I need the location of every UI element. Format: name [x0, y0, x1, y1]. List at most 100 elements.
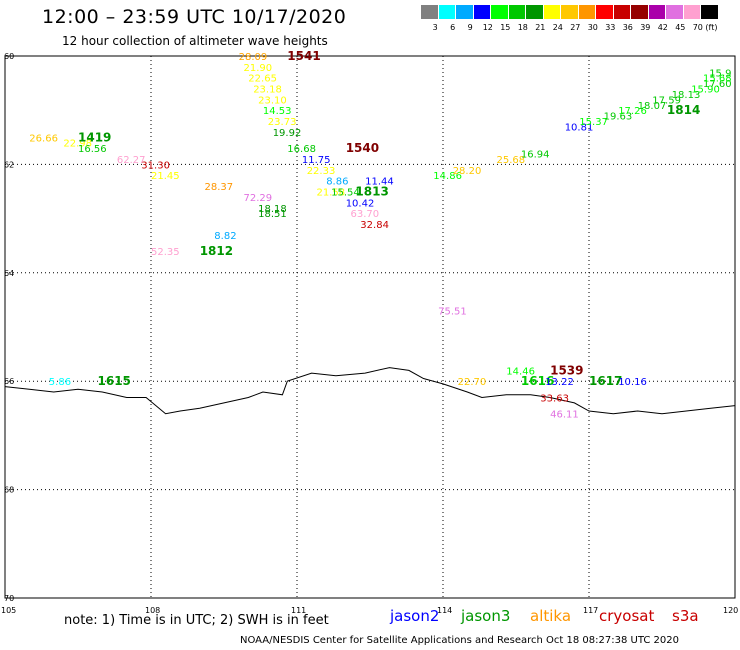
legend-swatch [666, 5, 684, 19]
wave-height-value: 16.68 [287, 144, 316, 155]
wave-height-value: 21.58 [317, 188, 346, 199]
footer-credit: NOAA/NESDIS Center for Satellite Applica… [240, 635, 679, 646]
map-title: 12:00 – 23:59 UTC 10/17/2020 [42, 6, 347, 28]
legend-label: 30 [587, 23, 598, 32]
wave-height-value: 62.27 [117, 155, 146, 166]
lat-lon-grid [4, 55, 736, 599]
wave-height-points: 28.09 154121.9022.6523.1823.1014.5323.731… [29, 49, 731, 421]
wave-height-value: 33.63 [540, 394, 569, 405]
lat-tick-label: 60 [4, 52, 14, 61]
lon-tick-label: 117 [583, 606, 598, 615]
wave-height-value: 10.42 [346, 198, 375, 209]
wave-height-value: 18.18 [258, 204, 287, 215]
legend-label: 6 [450, 23, 456, 32]
wave-height-value: 75.51 [438, 307, 467, 318]
legend-label: 15 [500, 23, 511, 32]
satellite-jason2: jason2 [390, 607, 440, 625]
legend-swatch [526, 5, 544, 19]
wave-height-value: 8.86 [326, 177, 348, 188]
wave-height-value: 23.18 [253, 85, 282, 96]
legend-swatch [631, 5, 649, 19]
wave-height-value: 15.90 [691, 85, 720, 96]
wave-height-value: 15.9 [709, 68, 731, 79]
wave-height-value: 28.20 [453, 166, 482, 177]
pass-time-label: 1540 [346, 141, 379, 155]
pass-time-label: 1616 [521, 374, 554, 388]
lat-tick-label: 66 [4, 377, 14, 386]
wave-height-value: 26.66 [29, 133, 58, 144]
satellite-s3a: s3a [672, 607, 699, 625]
legend-swatch [543, 5, 561, 19]
lon-tick-label: 108 [145, 606, 160, 615]
pass-time-label: 1617 [589, 374, 622, 388]
map-frame [4, 55, 736, 599]
wave-height-value: 22.98 [63, 139, 92, 150]
legend-swatch [648, 5, 666, 19]
wave-height-value: 19.92 [273, 128, 302, 139]
legend-label: 24 [552, 23, 563, 32]
satellite-jason3: jason3 [461, 607, 511, 625]
axis-labels: 60 62 64 66 68 70 105 108 111 114 117 120 [1, 52, 738, 615]
wave-height-value: 28.37 [205, 182, 234, 193]
wave-height-value: 16.94 [521, 150, 550, 161]
legend-label: 21 [535, 23, 546, 32]
legend-swatch [683, 5, 701, 19]
legend-swatch [438, 5, 456, 19]
legend-swatch [421, 5, 439, 19]
wave-height-value: 11.44 [365, 177, 394, 188]
wave-height-value: 18.51 [258, 209, 287, 220]
wave-height-value: 28.09 [239, 52, 268, 63]
map-subtitle: 12 hour collection of altimeter wave hei… [62, 34, 328, 48]
wave-height-value: 10.81 [565, 123, 594, 134]
legend-swatch [578, 5, 596, 19]
pass-time-label: 1812 [200, 244, 233, 258]
wave-height-value: 23.10 [258, 95, 287, 106]
wave-height-value: 10.16 [618, 377, 647, 388]
legend-swatch [596, 5, 614, 19]
legend-swatch [456, 5, 474, 19]
wave-height-value: 16.56 [78, 144, 107, 155]
color-legend: 3 6 9 12 15 18 21 24 27 30 33 36 39 42 45 70 (ft) [421, 5, 719, 32]
wave-height-value: 14.53 [263, 106, 292, 117]
legend-label: 36 [622, 23, 633, 32]
pass-time-label: 1541 [287, 49, 320, 63]
lat-tick-label: 70 [4, 594, 14, 603]
wave-height-value: 19.63 [604, 112, 633, 123]
lat-tick-label: 68 [4, 486, 14, 495]
wave-height-value: 15.68 [703, 74, 732, 85]
legend-swatch [613, 5, 631, 19]
wave-height-value: 18.07 [638, 101, 667, 112]
wave-height-value: 17.60 [703, 79, 732, 90]
lat-tick-label: 64 [4, 269, 14, 278]
pass-time-label: 1814 [667, 103, 700, 117]
wave-height-value: 14.46 [506, 366, 535, 377]
pass-time-label: 1813 [355, 185, 388, 199]
coastline [4, 367, 736, 415]
wave-height-value: 17.59 [652, 95, 681, 106]
legend-swatch [491, 5, 509, 19]
pass-time-label: 1615 [98, 374, 131, 388]
lat-tick-label: 62 [4, 160, 14, 169]
pass-time-label: 1539 [550, 363, 583, 377]
legend-label: 12 [482, 23, 493, 32]
wave-height-value: 14.86 [433, 171, 462, 182]
legend-label: 3 [432, 23, 438, 32]
wave-height-value: 46.11 [550, 410, 579, 421]
satellite-altika: altika [530, 607, 572, 625]
legend-label: 18 [517, 23, 528, 32]
legend-label: (ft) [705, 23, 718, 32]
pass-time-label: 1419 [78, 130, 111, 144]
legend-label: 42 [657, 23, 668, 32]
wave-height-value: 23.73 [268, 117, 297, 128]
legend-swatch [561, 5, 579, 19]
wave-height-value: 52.35 [151, 247, 180, 258]
legend-label: 70 [692, 23, 703, 32]
wave-height-value: 63.70 [351, 209, 380, 220]
wave-height-value: 22.70 [458, 377, 487, 388]
legend-label: 27 [570, 23, 581, 32]
legend-label: 9 [467, 23, 473, 32]
wave-height-value: 5.86 [49, 377, 71, 388]
wave-height-value: 25.68 [497, 155, 526, 166]
wave-height-value: 32.84 [360, 220, 389, 231]
